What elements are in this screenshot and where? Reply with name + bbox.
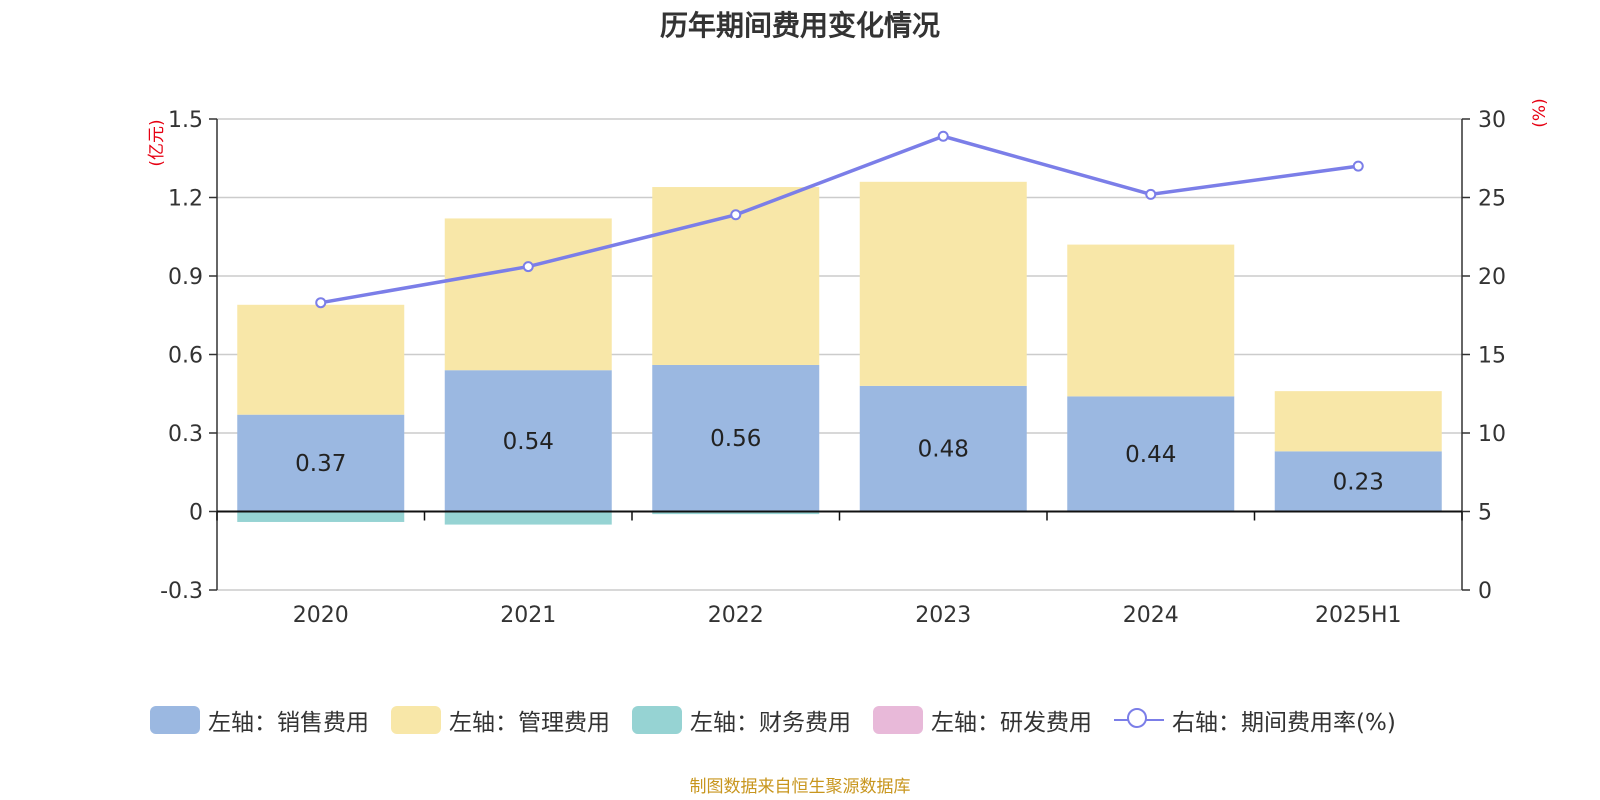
rate-point <box>937 130 949 142</box>
legend-item[interactable]: 左轴：研发费用 <box>873 703 1092 737</box>
bar-segment <box>652 364 820 512</box>
bar-data-label: 0.56 <box>710 426 761 452</box>
left-axis-tick-label: 1.2 <box>168 187 203 212</box>
x-axis-tick-label: 2022 <box>708 603 764 628</box>
legend-swatch <box>1114 706 1164 734</box>
x-axis-tick-label: 2025H1 <box>1315 603 1402 628</box>
bar-segment <box>237 414 405 512</box>
left-axis-tick-label: 0.6 <box>168 344 203 369</box>
right-axis-tick-label: 30 <box>1478 108 1506 133</box>
bar-data-label: 0.23 <box>1333 469 1384 495</box>
x-axis-tick-label: 2024 <box>1123 603 1179 628</box>
left-axis-tick-label: -0.3 <box>160 579 203 604</box>
bar-segment <box>237 304 405 415</box>
rate-point <box>1352 160 1364 172</box>
right-axis-tick-label: 10 <box>1478 422 1506 447</box>
bar-segment <box>652 511 820 515</box>
bar-data-label: 0.54 <box>503 429 554 455</box>
bar-segment <box>859 385 1027 512</box>
right-axis-tick-label: 20 <box>1478 265 1506 290</box>
legend-label: 左轴：财务费用 <box>690 710 851 736</box>
bar-segment <box>1067 244 1235 397</box>
left-axis-unit: (亿元) <box>147 119 167 166</box>
bar-segment <box>859 181 1027 386</box>
legend-label: 右轴：期间费用率(%) <box>1172 710 1396 736</box>
right-axis-tick-label: 25 <box>1478 187 1506 212</box>
bar-data-label: 0.44 <box>1125 442 1176 468</box>
bar-segment <box>1274 451 1442 512</box>
bar-segment <box>237 511 405 522</box>
left-axis-tick-label: 0 <box>189 501 203 526</box>
legend-item[interactable]: 左轴：财务费用 <box>632 703 851 737</box>
legend: 左轴：销售费用 左轴：管理费用 左轴：财务费用 左轴：研发费用 右轴：期间费用率(%) <box>150 700 1418 740</box>
chart-title: 历年期间费用变化情况 <box>659 9 940 42</box>
legend-item[interactable]: 左轴：管理费用 <box>391 703 610 737</box>
legend-label: 左轴：研发费用 <box>931 710 1092 736</box>
rate-point <box>730 209 742 221</box>
right-axis-tick-label: 15 <box>1478 344 1506 369</box>
rate-line <box>315 130 1364 309</box>
left-axis-tick-label: 0.3 <box>168 422 203 447</box>
data-labels: 0.37 0.54 0.56 0.48 0.44 0.23 <box>295 426 1384 495</box>
left-axis-tick-label: 1.5 <box>168 108 203 133</box>
rate-point <box>522 261 534 273</box>
bar-segment <box>444 511 612 525</box>
legend-swatch <box>391 706 441 734</box>
bar-segment <box>444 370 612 512</box>
rate-point <box>1145 188 1157 200</box>
bars <box>237 181 1442 525</box>
right-axis-tick-label: 0 <box>1478 579 1492 604</box>
legend-item[interactable]: 左轴：销售费用 <box>150 703 369 737</box>
right-axis-tick-label: 5 <box>1478 501 1492 526</box>
bar-segment <box>1274 391 1442 452</box>
rate-line-path <box>320 134 1359 305</box>
legend-label: 左轴：管理费用 <box>449 710 610 736</box>
x-axis-tick-label: 2021 <box>500 603 556 628</box>
source-note: 制图数据来自恒生聚源数据库 <box>689 777 911 797</box>
legend-swatch <box>632 706 682 734</box>
bar-data-label: 0.48 <box>918 437 969 463</box>
left-axis-tick-label: 0.9 <box>168 265 203 290</box>
x-axis-tick-label: 2023 <box>915 603 971 628</box>
legend-swatch <box>873 706 923 734</box>
bar-segment <box>1067 396 1235 512</box>
bar-segment <box>444 218 612 371</box>
right-axis-unit: (%) <box>1530 98 1550 127</box>
axes: -0.3 0 0.3 0.6 0.9 1.2 1.5 0 5 10 15 20 25 30 (亿元) (%) 2… <box>147 98 1550 628</box>
rate-point <box>315 297 327 309</box>
legend-item[interactable]: 右轴：期间费用率(%) <box>1114 703 1396 737</box>
legend-label: 左轴：销售费用 <box>208 710 369 736</box>
legend-swatch <box>150 706 200 734</box>
bar-data-label: 0.37 <box>295 451 346 477</box>
x-axis-tick-label: 2020 <box>293 603 349 628</box>
